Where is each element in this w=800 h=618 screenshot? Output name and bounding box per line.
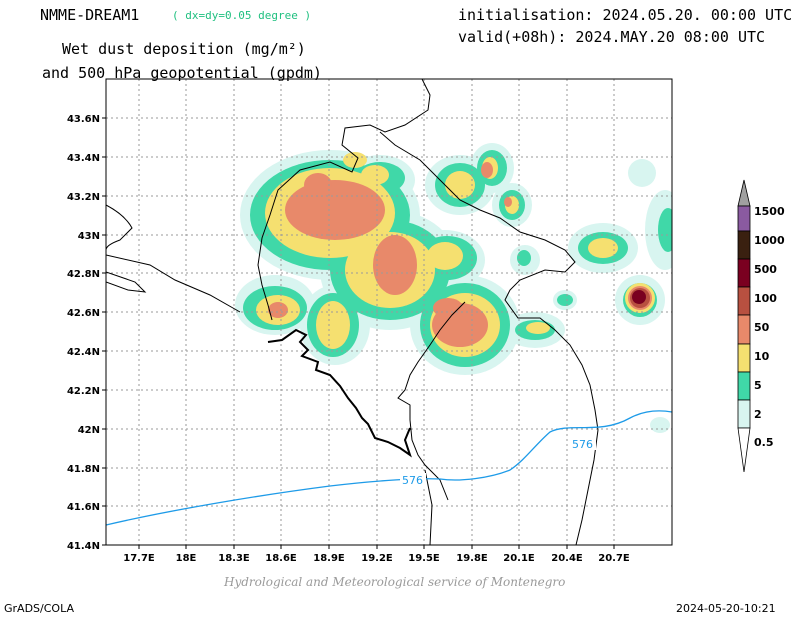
lon-label: 18.3E [218,553,250,564]
map-title-line-1: Wet dust deposition (mg/m²) [62,40,306,58]
lat-label: 42N [78,425,100,436]
legend-label: 1500 [754,205,785,218]
lat-label: 41.8N [67,464,100,475]
lon-label: 20.1E [503,553,535,564]
lat-label: 42.4N [67,347,100,358]
graticule [106,79,672,545]
color-legend: 1500 1000 500 100 50 10 5 2 0.5 [737,179,785,473]
legend-swatch [737,343,751,373]
legend-swatch [737,286,751,316]
lon-label: 18E [176,553,197,564]
lat-label: 41.4N [67,541,100,552]
legend-label: 10 [754,350,770,363]
initialisation-time: initialisation: 2024.05.20. 00:00 UTC [458,6,793,24]
lat-label: 42.6N [67,308,100,319]
lon-label: 17.7E [123,553,155,564]
legend-swatch [737,179,751,207]
deposition-field [235,143,672,433]
lon-label: 19.8E [456,553,488,564]
lat-label: 43.2N [67,192,100,203]
lon-label: 20.4E [551,553,583,564]
lat-label: 42.2N [67,386,100,397]
legend-label: 5 [754,379,762,392]
contour-label: 576 [402,474,423,487]
model-name: NMME-DREAM1 [40,6,140,24]
legend-swatch [737,258,751,288]
legend-swatch [737,371,751,401]
contour-label: 576 [572,438,593,451]
map-title-line-2: and 500 hPa geopotential (gpdm) [42,64,322,82]
lon-label: 20.7E [598,553,630,564]
legend-label: 500 [754,263,777,276]
legend-swatch [737,427,751,473]
valid-time: valid(+08h): 2024.MAY.20 08:00 UTC [458,28,766,46]
legend-label: 1000 [754,234,785,247]
geopotential-contour-576 [106,410,672,526]
software-label: GrADS/COLA [4,602,74,615]
legend-label: 2 [754,408,762,421]
lat-label: 43N [78,231,100,242]
lat-label: 43.4N [67,153,100,164]
legend-label: 0.5 [754,436,774,449]
lat-label: 42.8N [67,269,100,280]
resolution-note: ( dx=dy=0.05 degree ) [172,9,312,22]
lon-label: 18.6E [265,553,297,564]
lon-label: 18.9E [313,553,345,564]
credit-line: Hydrological and Meteorological service … [224,575,566,589]
coastline [267,328,412,458]
legend-label: 50 [754,321,770,334]
lat-label: 41.6N [67,502,100,513]
generation-timestamp: 2024-05-20-10:21 [676,602,776,615]
legend-swatch [737,399,751,429]
legend-swatch [737,205,751,232]
lon-label: 19.2E [361,553,393,564]
legend-swatch [737,314,751,345]
legend-label: 100 [754,292,777,305]
lon-label: 19.5E [408,553,440,564]
legend-swatch [737,230,751,260]
lat-label: 43.6N [67,114,100,125]
